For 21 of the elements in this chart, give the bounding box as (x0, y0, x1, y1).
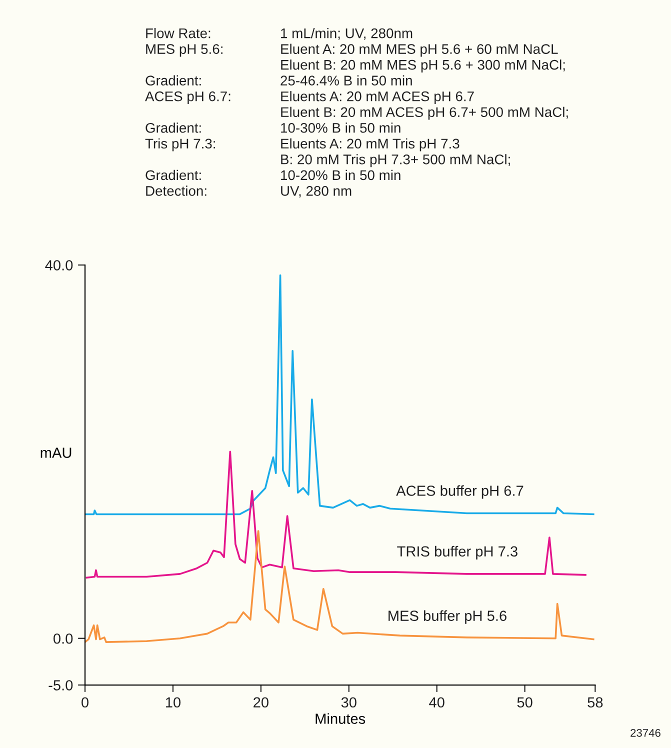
x-tick-label: 58 (588, 697, 603, 708)
line-series (85, 274, 594, 516)
line-series (85, 530, 594, 643)
x-tick-label: 0 (82, 697, 88, 708)
y-axis-title: mAU (40, 448, 72, 458)
text: 1 mL/min; UV, 280nm Eluent A: 20 mM MES pH 5.6 + 60 mM NaCL Eluent B: 20 mM MES pH 5.6 + 300 mM NaCl; 25-46.4% B in 50 min Eluents A: 20 mM ACES pH 6.7 Eluent B: 20 mM ACES pH 6.7+ 500 mM NaCl; 10-30% B in 50 min Eluents A: 20 mM Tris pH 7.3 B: 20 mM Tris pH 7.3+ 500 mM NaCl; 10-20% B in 50 min UV, 280 nm (280, 28, 568, 198)
series-label: MES buffer pH 5.6 (388, 610, 506, 624)
text: Flow Rate: MES pH 5.6: Gradient: ACES pH 6.7: Gradient: Tris pH 7.3: Gradient: Detection: (145, 28, 230, 196)
x-tick-label: 10 (166, 697, 181, 708)
x-tick-label: 20 (254, 697, 268, 708)
text: 23746 (630, 728, 660, 737)
series-label: TRIS buffer pH 7.3 (397, 546, 518, 560)
line-series (86, 450, 586, 579)
y-tick-label: -5.0 (48, 680, 73, 690)
x-tick-label: 40 (429, 697, 444, 708)
series-label: ACES buffer pH 6.7 (396, 485, 524, 499)
y-tick-label: 40.0 (45, 260, 73, 270)
y-tick-label: 0.0 (54, 633, 73, 644)
x-axis-title: Minutes (316, 713, 366, 724)
x-tick-label: 30 (341, 697, 356, 708)
x-tick-label: 50 (517, 697, 532, 708)
